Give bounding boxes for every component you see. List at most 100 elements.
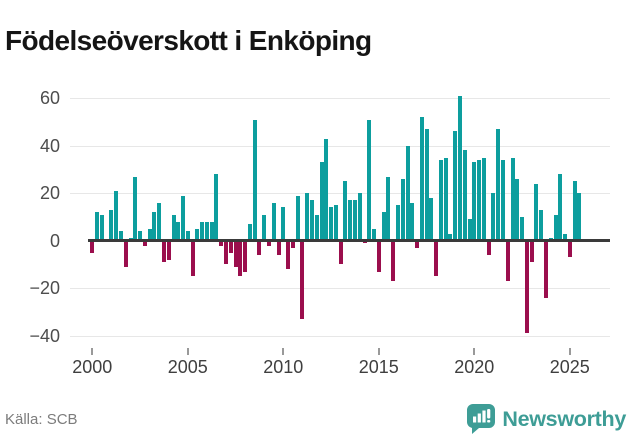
bar-2023-q4 (543, 242, 548, 298)
bar-2006-q1 (204, 221, 209, 240)
bar-2022-q1 (510, 157, 515, 240)
bar-2012-q4 (333, 205, 338, 240)
bar-2018-q1 (434, 242, 439, 277)
bar-2025-q1 (567, 242, 572, 258)
page-title: Födelseöverskott i Enköping (5, 24, 372, 56)
bar-2013-q1 (338, 242, 343, 265)
bar-2004-q2 (171, 214, 176, 240)
bar-2019-q2 (458, 95, 462, 240)
bar-2011-q3 (309, 200, 314, 240)
bar-2002-q3 (138, 231, 143, 240)
bar-2020-q4 (486, 242, 491, 255)
bar-2018-q3 (443, 157, 448, 240)
gridline-y--40 (70, 335, 610, 337)
bar-2017-q4 (429, 197, 434, 240)
bar-2021-q3 (501, 159, 505, 240)
bar-2021-q4 (505, 242, 510, 282)
bar-2015-q4 (391, 242, 396, 282)
x-axis-label-2015: 2015 (358, 357, 399, 377)
x-axis-label-2000: 2000 (72, 357, 113, 377)
bar-2025-q3 (577, 193, 582, 240)
bar-2020-q3 (481, 157, 486, 240)
bar-2004-q4 (181, 195, 185, 240)
bar-2020-q1 (472, 162, 477, 240)
bar-2015-q1 (376, 242, 381, 272)
bar-2024-q2 (553, 214, 558, 240)
bar-2011-q2 (305, 193, 310, 240)
bar-2006-q4 (219, 242, 224, 246)
x-axis-label-2010: 2010 (263, 357, 304, 377)
bar-2013-q2 (343, 181, 348, 240)
x-tick-2005 (186, 348, 189, 355)
y-axis-label-40: 40 (39, 135, 60, 156)
bar-2017-q1 (415, 242, 419, 248)
bar-2014-q2 (362, 242, 367, 244)
bar-2000-q2 (95, 212, 100, 240)
x-tick-2020 (473, 348, 476, 355)
bar-2023-q2 (534, 183, 539, 240)
bar-2012-q3 (329, 207, 334, 240)
x-tick-2015 (377, 348, 380, 355)
bar-2007-q3 (233, 242, 238, 267)
bar-2008-q2 (247, 224, 252, 240)
x-tick-2000 (91, 348, 94, 355)
y-axis-label--20: −20 (29, 278, 60, 299)
bar-2001-q2 (114, 190, 119, 240)
y-axis-label--40: −40 (29, 325, 60, 346)
bar-2022-q4 (524, 242, 529, 334)
bar-2012-q1 (319, 162, 324, 240)
bar-2008-q1 (243, 242, 248, 272)
bar-2016-q1 (395, 205, 400, 240)
bar-2000-q1 (90, 242, 95, 253)
gridline-y-40 (70, 145, 610, 147)
bar-2008-q3 (252, 119, 257, 240)
bar-2005-q1 (185, 231, 190, 240)
bar-2013-q4 (352, 200, 357, 240)
bar-2012-q2 (324, 138, 329, 240)
bar-2010-q3 (290, 242, 295, 248)
bar-2010-q1 (281, 207, 286, 240)
bar-2019-q4 (467, 219, 472, 240)
bar-2015-q2 (381, 212, 386, 240)
source-caption: Källa: SCB (5, 411, 78, 428)
bar-2005-q4 (200, 221, 205, 240)
bar-2002-q4 (142, 242, 147, 246)
bar-2019-q1 (453, 131, 458, 240)
y-axis-label-0: 0 (49, 230, 60, 251)
bar-2025-q2 (572, 181, 577, 240)
bar-2011-q4 (314, 214, 319, 240)
bar-2014-q1 (357, 193, 362, 240)
bar-2021-q2 (496, 129, 501, 240)
bar-2014-q3 (367, 119, 372, 240)
gridline-y-20 (70, 193, 610, 195)
bar-2003-q3 (157, 202, 162, 240)
bar-2009-q1 (262, 214, 267, 240)
bar-2024-q3 (558, 174, 563, 240)
bar-2021-q1 (491, 193, 496, 240)
x-tick-2025 (568, 348, 571, 355)
bar-2003-q1 (147, 228, 152, 240)
bar-2014-q4 (372, 228, 376, 240)
bar-2006-q3 (214, 174, 219, 240)
newsworthy-logo[interactable]: Newsworthy (467, 404, 626, 434)
x-axis-label-2020: 2020 (454, 357, 495, 377)
bar-2018-q2 (438, 159, 443, 240)
x-tick-2010 (282, 348, 285, 355)
x-axis-line (88, 239, 610, 242)
bar-2008-q4 (257, 242, 262, 255)
x-axis-label-2005: 2005 (167, 357, 208, 377)
bar-2004-q1 (166, 242, 171, 260)
x-axis-label-2025: 2025 (549, 357, 590, 377)
bar-2009-q2 (267, 242, 271, 246)
bar-2016-q2 (400, 178, 405, 240)
bar-2018-q4 (448, 233, 453, 240)
y-axis-label-60: 60 (39, 88, 60, 109)
bar-2022-q2 (515, 178, 520, 240)
bar-2001-q3 (119, 231, 123, 240)
bar-2015-q3 (386, 176, 391, 240)
bar-2016-q3 (405, 145, 410, 240)
bar-2000-q3 (99, 214, 104, 240)
bar-2010-q4 (295, 195, 300, 240)
bar-2013-q3 (348, 200, 353, 240)
